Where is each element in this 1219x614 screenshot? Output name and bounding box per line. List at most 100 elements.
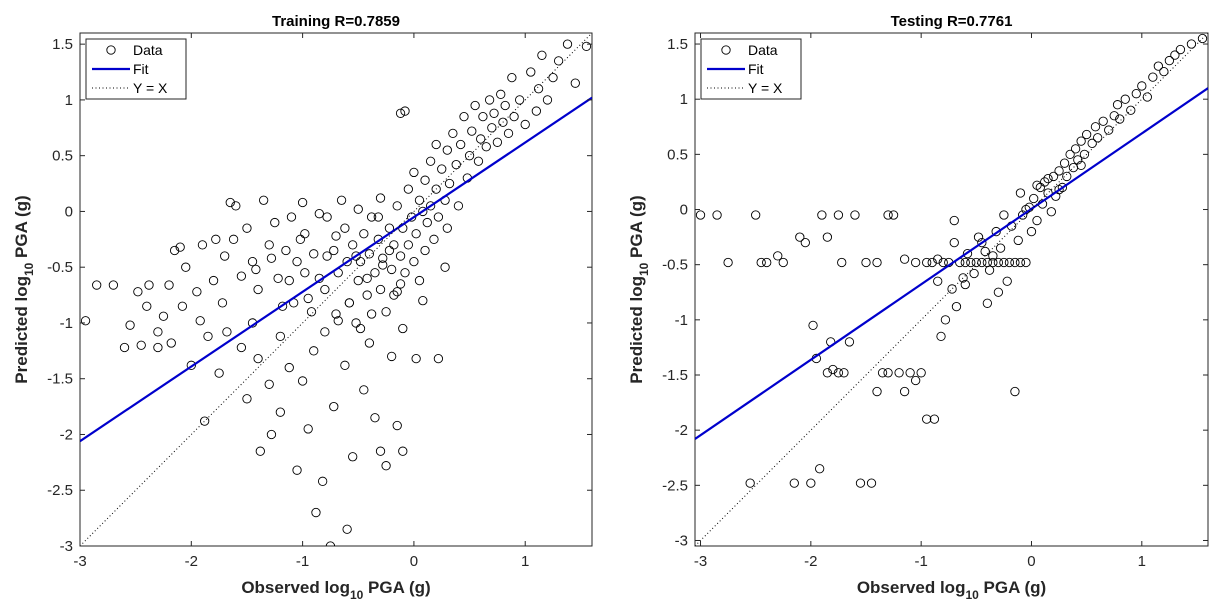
data-point <box>492 137 503 147</box>
data-point <box>309 346 319 356</box>
data-point <box>395 251 406 261</box>
data-point <box>351 251 361 261</box>
data-point <box>1054 185 1064 195</box>
x-tick-label: 1 <box>1138 553 1146 570</box>
x-tick-label: -1 <box>296 553 309 570</box>
data-point <box>453 201 464 211</box>
data-point <box>375 446 386 456</box>
y-tick-label: -1.5 <box>47 371 73 388</box>
data-point <box>353 204 363 214</box>
data-point <box>420 175 430 185</box>
data-point <box>275 407 285 417</box>
data-point <box>1048 171 1059 182</box>
data-point <box>270 217 280 228</box>
data-point <box>166 338 176 348</box>
data-point <box>292 256 302 267</box>
data-point <box>422 217 432 228</box>
data-point <box>314 209 324 219</box>
data-point <box>1062 171 1072 182</box>
data-point <box>1170 50 1180 60</box>
x-tick-label: 0 <box>410 553 418 570</box>
data-point <box>344 298 355 308</box>
plot-area <box>694 32 1209 547</box>
y-tick-label: 0.5 <box>52 148 73 165</box>
y-tick-label: 0.5 <box>667 146 688 163</box>
data-point <box>381 307 391 317</box>
data-point <box>440 262 450 272</box>
data-point <box>1109 111 1119 121</box>
data-point <box>581 41 592 52</box>
data-point <box>762 257 772 268</box>
data-point <box>144 280 154 290</box>
data-point <box>1076 160 1086 171</box>
data-point <box>894 368 904 378</box>
data-point <box>515 95 525 105</box>
data-point <box>303 424 313 434</box>
data-point <box>266 429 277 440</box>
data-point <box>351 318 361 328</box>
data-point <box>1098 116 1108 126</box>
y-tick-label: -0.5 <box>662 257 688 274</box>
data-point <box>982 298 993 308</box>
y-tick-label: 1 <box>65 92 73 109</box>
data-point <box>437 164 447 174</box>
data-point <box>325 541 336 546</box>
data-point <box>336 195 347 205</box>
data-point <box>1137 81 1147 91</box>
data-point <box>988 251 998 261</box>
data-point <box>264 379 274 389</box>
x-axis-label-text: Observed log <box>857 578 966 597</box>
data-point <box>1032 180 1042 190</box>
x-axis-label: Observed log10 PGA (g) <box>857 578 1046 602</box>
data-series-markers <box>695 33 1208 488</box>
data-point <box>1073 155 1083 165</box>
y-axis-label-text: Predicted log <box>12 276 31 384</box>
legend-label: Fit <box>748 61 764 77</box>
y-axis-label-subscript: 10 <box>22 262 36 276</box>
data-point <box>392 201 402 211</box>
data-point <box>359 229 369 239</box>
data-point <box>366 309 377 319</box>
data-point <box>431 184 441 194</box>
data-point <box>311 507 321 518</box>
data-point <box>1142 92 1152 102</box>
data-point <box>1131 89 1141 99</box>
data-point <box>119 342 130 353</box>
data-point <box>476 134 486 144</box>
data-point <box>833 368 844 378</box>
data-point <box>444 178 455 189</box>
data-point <box>398 323 408 334</box>
data-point <box>425 156 436 166</box>
data-point <box>1164 55 1175 66</box>
data-point <box>217 298 228 308</box>
x-tick-label: 1 <box>521 553 529 570</box>
data-point <box>331 231 341 241</box>
data-point <box>389 240 399 250</box>
y-tick-label: 0 <box>65 203 73 220</box>
data-point <box>1175 44 1186 55</box>
data-point <box>392 420 402 431</box>
data-point <box>899 386 910 397</box>
data-point <box>815 464 825 474</box>
data-point <box>381 461 391 471</box>
data-point <box>464 151 475 161</box>
data-point <box>995 243 1006 253</box>
data-point <box>1010 386 1020 397</box>
y-axis-label-subscript: 10 <box>637 262 651 276</box>
data-point <box>1002 276 1012 286</box>
data-point <box>1070 144 1081 154</box>
data-point <box>322 251 332 261</box>
data-point <box>329 401 339 412</box>
data-point <box>251 264 261 275</box>
data-point <box>253 353 263 364</box>
data-point <box>570 78 580 88</box>
data-point <box>197 240 208 250</box>
data-point <box>500 100 510 111</box>
data-point <box>933 254 943 264</box>
x-axis-label: Observed log10 PGA (g) <box>241 578 430 602</box>
data-point <box>429 234 439 244</box>
y-tick-label: -2.5 <box>662 477 688 494</box>
data-point <box>936 331 946 342</box>
data-point <box>817 210 827 220</box>
data-point <box>375 193 386 203</box>
